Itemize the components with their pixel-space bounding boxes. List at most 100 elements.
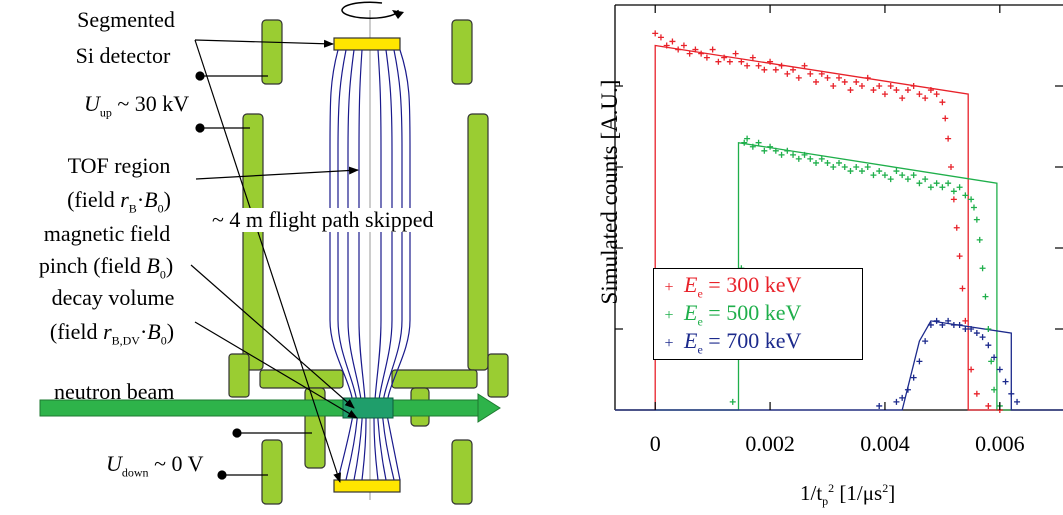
- electrode-left-flange: [259, 369, 344, 389]
- data-point: [953, 224, 960, 231]
- field-line: [337, 49, 359, 481]
- data-point: [893, 87, 900, 94]
- legend-value: = 700 keV: [702, 328, 802, 353]
- data-point: [864, 74, 871, 81]
- data-point: [744, 135, 751, 142]
- data-point: [887, 176, 894, 183]
- data-point: [922, 95, 929, 102]
- electrodes: [228, 19, 509, 505]
- data-point: [790, 66, 797, 73]
- data-point: [738, 58, 745, 65]
- data-point: [916, 91, 923, 98]
- detector-bottom: [333, 479, 401, 493]
- decay-r-subscript: B,DV: [111, 333, 140, 348]
- data-point: [841, 164, 848, 170]
- data-point: [991, 354, 998, 361]
- data-point: [657, 34, 664, 41]
- x-axis-label-sup: 2: [828, 481, 835, 495]
- data-point: [933, 180, 940, 187]
- tof-label-line2: (field rB·B0): [44, 188, 194, 220]
- data-point: [870, 172, 877, 179]
- legend-symbol: E: [684, 328, 698, 353]
- data-point: [784, 147, 791, 154]
- data-point: [721, 54, 728, 61]
- data-point: [818, 155, 825, 162]
- data-point: [968, 366, 975, 373]
- voltage-value: ~ 30 kV: [111, 91, 190, 116]
- data-point: [881, 172, 888, 179]
- data-point: [652, 30, 659, 37]
- spectrometer-diagram: Segmented Si detector Uup ~ 30 kV TOF re…: [22, 1, 509, 505]
- data-point: [962, 317, 969, 324]
- data-point: [824, 74, 831, 81]
- data-point: [991, 386, 998, 393]
- data-point: [772, 147, 779, 154]
- pinch-b-subscript: 0: [159, 267, 166, 282]
- decay-volume-region: [342, 397, 394, 419]
- data-point: [979, 334, 986, 341]
- legend-marker: +: [664, 307, 674, 324]
- x-tick-label: 0: [649, 431, 661, 456]
- electrode-left-long: [242, 113, 264, 371]
- data-point: [939, 99, 946, 106]
- legend-entry-500: + Ee = 500 keV: [654, 301, 801, 333]
- decay-dot: ·: [139, 319, 148, 344]
- data-point: [790, 151, 797, 158]
- field-line: [329, 49, 354, 481]
- data-point: [778, 62, 785, 69]
- data-point: [709, 46, 716, 53]
- data-point: [881, 91, 888, 98]
- decay-b-subscript: 0: [160, 333, 167, 348]
- data-point: [922, 176, 929, 183]
- field-line: [377, 49, 393, 481]
- field-line: [347, 49, 363, 481]
- x-tick-label: 0.004: [860, 431, 910, 456]
- data-point: [1014, 398, 1021, 405]
- legend-subscript: e: [697, 286, 703, 301]
- electrode-upper-left: [261, 19, 283, 85]
- data-point: [1008, 390, 1015, 397]
- data-point: [976, 236, 983, 243]
- data-point: [692, 46, 699, 53]
- data-point: [870, 87, 877, 94]
- decay-label-line2: (field rB,DV·B0): [22, 320, 202, 352]
- legend-value: = 500 keV: [702, 300, 802, 325]
- series-line-2: [615, 320, 1063, 411]
- data-point: [910, 172, 917, 179]
- data-point: [939, 184, 946, 191]
- data-point: [703, 54, 710, 61]
- decay-close: ): [166, 319, 175, 344]
- decay-label-line1: decay volume: [51, 285, 175, 310]
- field-line: [373, 49, 382, 481]
- spectrometer-drawing: [39, 1, 509, 505]
- data-point: [962, 326, 969, 332]
- data-point: [795, 155, 802, 162]
- data-point: [726, 58, 733, 65]
- data-point: [858, 168, 865, 175]
- data-point: [945, 180, 952, 187]
- data-point: [985, 326, 992, 332]
- tof-label-line1: TOF region: [67, 153, 171, 178]
- y-axis-label: Simulated counts [A.U.]: [597, 79, 622, 305]
- data-point: [973, 330, 980, 337]
- data-point: [807, 155, 814, 162]
- data-point: [876, 402, 883, 409]
- data-point: [836, 159, 842, 166]
- data-point: [956, 321, 963, 328]
- data-point: [922, 338, 929, 345]
- data-point: [904, 386, 911, 393]
- data-point: [830, 164, 837, 170]
- detector-label-line1: Segmented: [77, 7, 175, 32]
- data-point: [904, 176, 911, 183]
- tof-dot: ·: [136, 187, 145, 212]
- data-point: [899, 172, 906, 179]
- data-point: [876, 83, 883, 89]
- legend: + Ee = 300 keV + Ee = 500 keV + Ee = 700 ke…: [653, 268, 863, 360]
- data-point: [962, 192, 969, 199]
- legend-symbol: E: [684, 272, 698, 297]
- rotation-icon: [341, 1, 399, 19]
- data-point: [887, 83, 894, 89]
- data-point: [836, 74, 842, 81]
- pinch-prefix: pinch (field: [38, 253, 147, 278]
